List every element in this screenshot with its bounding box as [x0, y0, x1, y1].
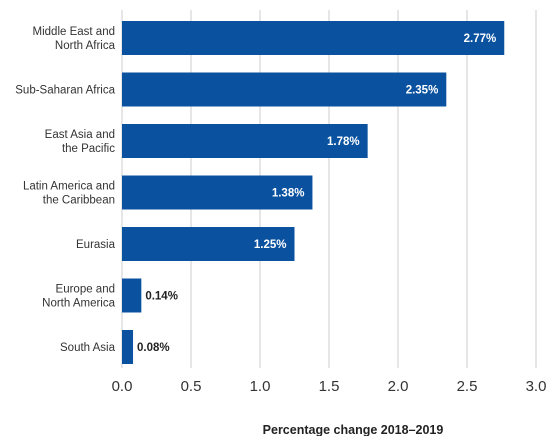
value-label: 2.35%	[406, 85, 439, 97]
bar	[122, 72, 447, 107]
bar	[122, 175, 313, 210]
bar	[122, 227, 295, 261]
x-tick-label: 0.5	[181, 378, 202, 395]
value-label: 2.77%	[464, 33, 497, 45]
value-label: 0.14%	[145, 291, 178, 303]
category-label: Middle East and North Africa	[33, 26, 116, 52]
x-tick-label: 0.0	[112, 378, 133, 395]
bar	[122, 330, 134, 364]
x-axis-title: Percentage change 2018–2019	[263, 423, 444, 436]
category-label: Europe and North America	[42, 284, 115, 310]
x-tick-label: 2.0	[388, 378, 409, 395]
category-label: Latin America and the Caribbean	[23, 181, 115, 207]
category-label: Eurasia	[76, 239, 116, 251]
x-tick-label: 2.5	[457, 378, 478, 395]
category-labels: Middle East and North Africa Sub-Saharan A…	[15, 26, 115, 354]
category-label: South Asia	[60, 342, 116, 354]
category-label: East Asia and the Pacific	[45, 129, 116, 155]
value-labels: 2.77% 2.35% 1.78% 1.38% 1.25% 0.14% 0.08%	[137, 33, 496, 354]
bar	[122, 124, 368, 158]
x-tick-label: 1.5	[319, 378, 340, 395]
x-tick-labels: 0.0 0.5 1.0 1.5 2.0 2.5 3.0	[112, 378, 547, 395]
bars	[122, 21, 505, 364]
value-label: 1.78%	[327, 136, 360, 148]
value-label: 0.08%	[137, 342, 170, 354]
bar	[122, 21, 505, 55]
value-label: 1.38%	[272, 188, 305, 200]
category-label: Sub-Saharan Africa	[15, 85, 115, 97]
bar	[122, 278, 142, 313]
x-tick-label: 3.0	[526, 378, 547, 395]
value-label: 1.25%	[254, 239, 287, 251]
x-tick-label: 1.0	[250, 378, 271, 395]
